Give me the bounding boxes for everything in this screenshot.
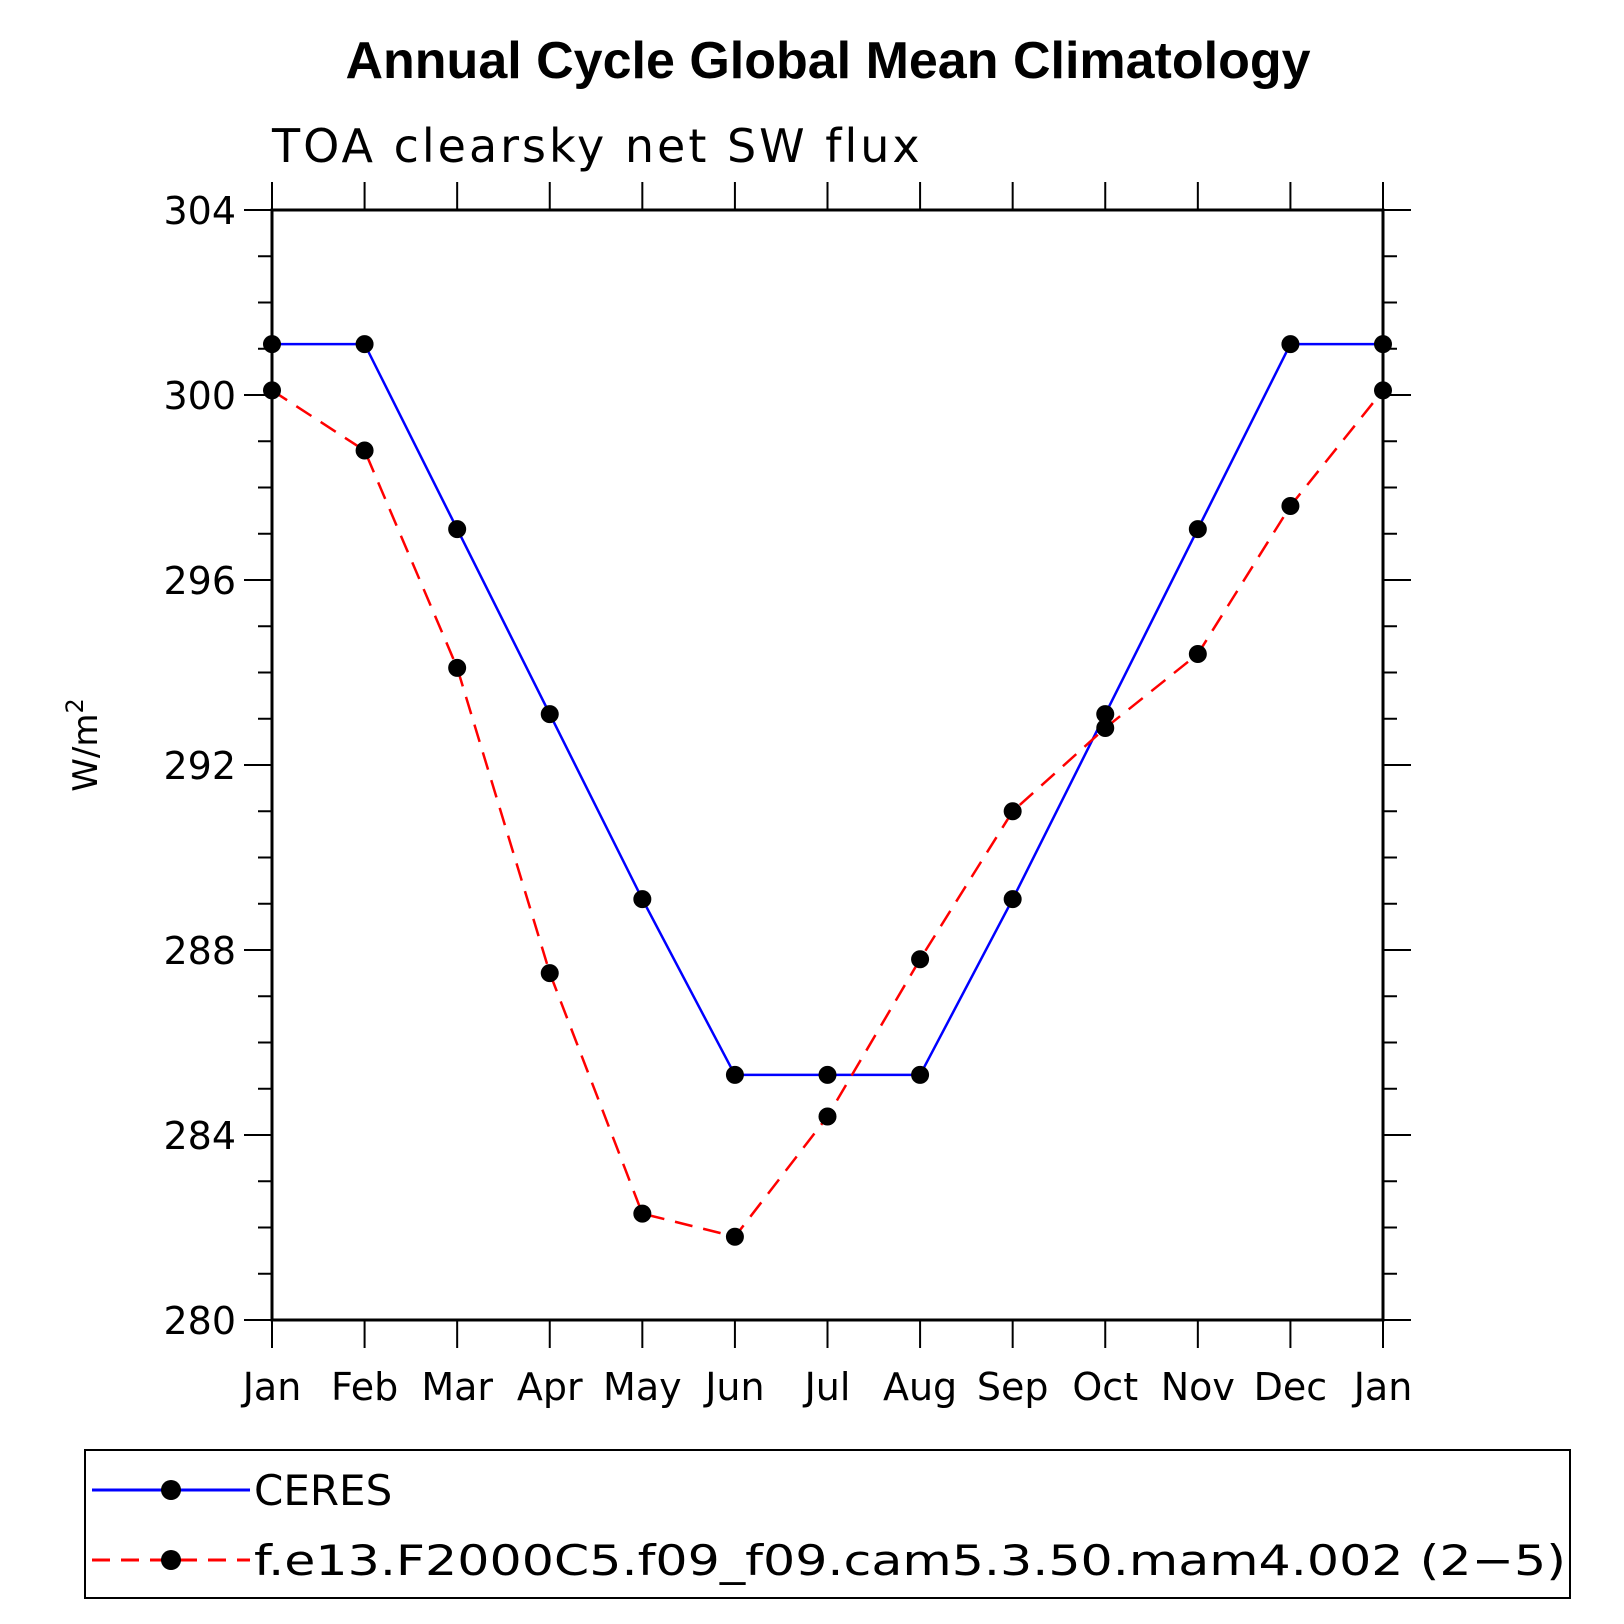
- legend: CERES f.e13.F2000C5.f09_f09.cam5.3.50.ma…: [84, 1449, 1571, 1599]
- data-point-model: [540, 964, 559, 983]
- data-point-model: [355, 441, 374, 460]
- chart-title: Annual Cycle Global Mean Climatology: [345, 32, 1310, 90]
- data-point-ceres: [1281, 335, 1300, 354]
- x-tick-labels: Jan Feb Mar Apr May Jun Jul Aug Sep Oct Nov Dec Jan: [241, 1365, 1413, 1409]
- data-point-model: [818, 1107, 837, 1126]
- x-tick-label: Mar: [421, 1365, 493, 1409]
- y-tick-labels: 280 284 288 292 296 300 304: [163, 189, 236, 1343]
- y-axis-label-text: W/m: [66, 714, 106, 792]
- y-tick-label: 296: [163, 559, 236, 603]
- x-tick-label: May: [603, 1365, 682, 1409]
- data-point-model: [263, 381, 281, 400]
- data-point-ceres: [1003, 890, 1022, 909]
- data-point-ceres: [725, 1065, 744, 1084]
- x-tick-label: Oct: [1072, 1365, 1138, 1409]
- series-line-ceres: [272, 342, 1383, 1077]
- data-point-model: [911, 950, 930, 969]
- data-point-ceres: [355, 335, 374, 354]
- data-point-ceres: [1374, 335, 1392, 354]
- data-point-ceres: [633, 890, 652, 909]
- data-point-model: [1096, 719, 1115, 737]
- legend-label-ceres: CERES: [254, 1466, 392, 1515]
- y-axis-label: W/m2: [61, 698, 106, 791]
- chart-subtitle: TOA clearsky net SW flux: [271, 119, 923, 173]
- data-point-model: [633, 1204, 652, 1223]
- x-tick-label: Jan: [241, 1365, 302, 1409]
- data-point-model: [448, 658, 467, 677]
- y-tick-label: 304: [163, 189, 236, 233]
- x-tick-label: Jul: [803, 1365, 851, 1409]
- data-point-ceres: [1096, 705, 1115, 724]
- data-point-ceres: [263, 335, 281, 354]
- x-tick-label: Dec: [1254, 1365, 1328, 1409]
- data-point-ceres: [911, 1065, 930, 1084]
- legend-label-model: f.e13.F2000C5.f09_f09.cam5.3.50.mam4.002…: [254, 1536, 1566, 1585]
- data-point-model: [725, 1227, 744, 1246]
- data-point-model: [1003, 802, 1022, 821]
- y-axis-label-superscript: 2: [61, 698, 89, 713]
- y-tick-label: 288: [163, 929, 236, 973]
- data-point-model: [1281, 497, 1300, 515]
- data-point-ceres: [818, 1065, 837, 1084]
- data-markers: [263, 335, 1392, 1246]
- series-lines: [271, 342, 1384, 1239]
- legend-marker-ceres: [161, 1480, 181, 1500]
- y-tick-label: 292: [163, 744, 236, 788]
- data-point-model: [1188, 645, 1207, 663]
- legend-box: [84, 1449, 1571, 1599]
- x-tick-label: Jun: [703, 1365, 764, 1409]
- axis-ticks: [244, 182, 1411, 1348]
- x-tick-label: Apr: [517, 1365, 583, 1409]
- x-tick-label: Jan: [1352, 1365, 1413, 1409]
- y-tick-label: 280: [163, 1299, 236, 1343]
- x-tick-label: Sep: [977, 1365, 1049, 1409]
- data-point-model: [1374, 381, 1392, 400]
- data-point-ceres: [540, 705, 559, 724]
- x-tick-label: Feb: [331, 1365, 398, 1409]
- y-tick-label: 284: [163, 1114, 236, 1158]
- x-tick-label: Aug: [883, 1365, 957, 1409]
- svg-text:W/m2: W/m2: [61, 698, 106, 791]
- data-point-ceres: [1188, 520, 1207, 539]
- plot-frame: [270, 208, 1385, 1322]
- data-point-ceres: [448, 520, 467, 539]
- legend-marker-model: [161, 1550, 181, 1570]
- y-tick-label: 300: [163, 374, 236, 418]
- x-tick-label: Nov: [1161, 1365, 1235, 1409]
